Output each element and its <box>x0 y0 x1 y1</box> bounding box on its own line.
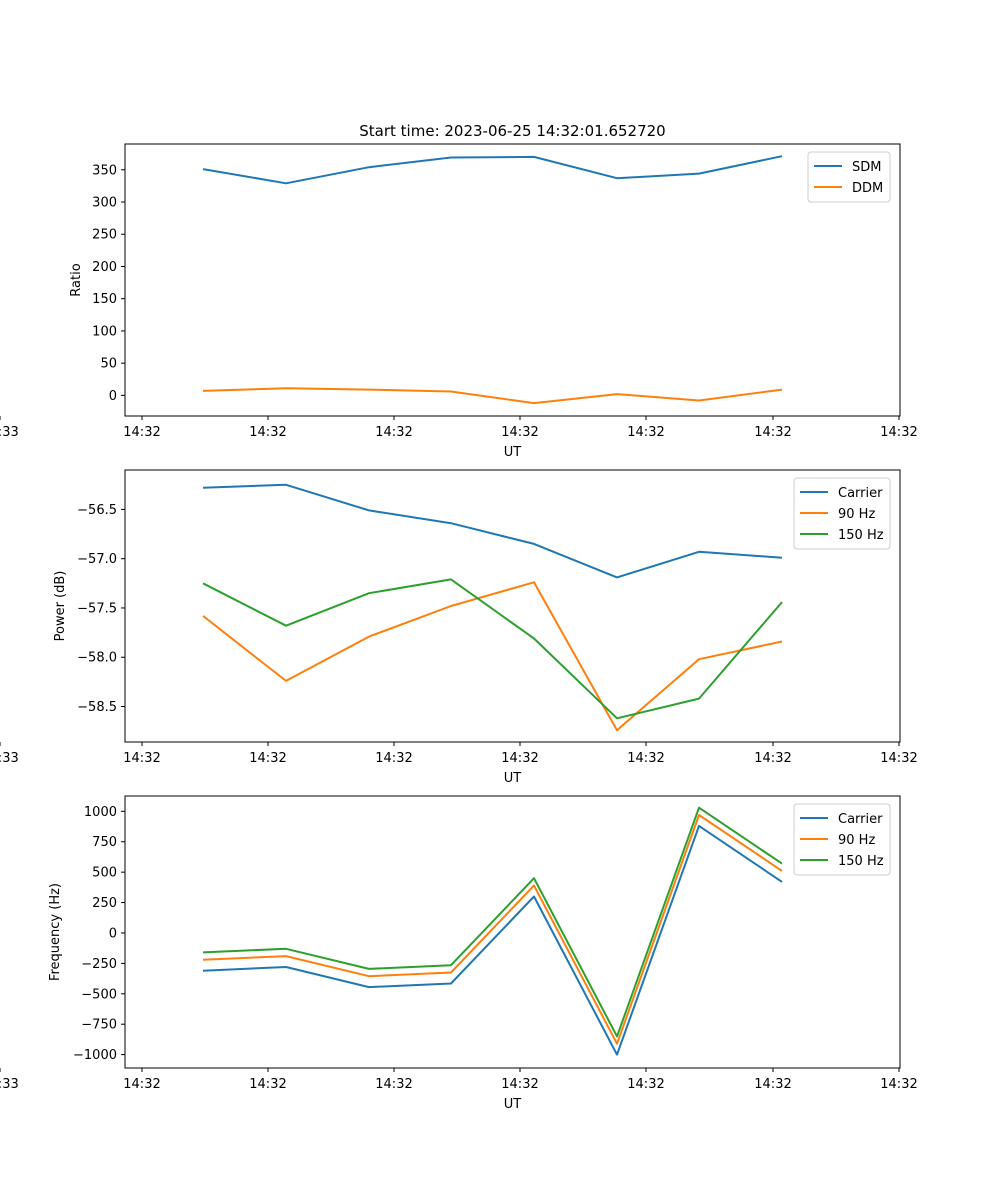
x-tick-label: 14:32 <box>754 751 791 766</box>
y-tick-label: −750 <box>81 1018 117 1033</box>
x-tick-label: 14:33 <box>0 751 19 766</box>
x-tick-label: 14:32 <box>375 425 412 440</box>
y-tick-label: 100 <box>92 324 117 339</box>
y-tick-label: 300 <box>92 196 117 211</box>
series-line-ddm <box>202 387 783 405</box>
legend-box <box>793 803 891 876</box>
series-line-carrier <box>202 824 783 1056</box>
legend-label: DDM <box>852 181 883 196</box>
y-tick-label: 0 <box>109 389 117 404</box>
x-tick-label: 14:32 <box>880 425 917 440</box>
y-tick-label: −58.5 <box>77 700 117 715</box>
legend-label: Carrier <box>838 812 883 827</box>
x-tick-label: 14:32 <box>501 425 538 440</box>
chart-panel-2: −56.5 −57.0 −57.5 −58.0 −58.5 14:32 14:32 14:32… <box>0 469 918 786</box>
legend-label: 150 Hz <box>838 854 884 869</box>
y-tick-label: 50 <box>100 357 117 372</box>
y-tick-label: −500 <box>81 987 117 1002</box>
series-line-150-hz <box>202 578 783 720</box>
legend: SDM DDM <box>807 151 891 203</box>
y-tick-label: 750 <box>92 835 117 850</box>
x-tick-label: 14:32 <box>123 1077 160 1092</box>
x-tick-label: 14:32 <box>375 1077 412 1092</box>
x-tick-label: 14:32 <box>249 751 286 766</box>
series-line-90-hz <box>202 581 783 732</box>
y-tick-label: 250 <box>92 228 117 243</box>
x-tick-label: 14:32 <box>754 425 791 440</box>
y-tick-label: −58.0 <box>77 651 117 666</box>
legend: Carrier 90 Hz 150 Hz <box>793 477 891 550</box>
x-tick-label: 14:32 <box>754 1077 791 1092</box>
x-axis-label: UT <box>504 771 522 786</box>
series-line-150-hz <box>202 806 783 1038</box>
y-tick-label: −1000 <box>73 1048 117 1063</box>
x-tick-label: 14:32 <box>249 425 286 440</box>
series-line-carrier <box>202 483 783 579</box>
y-axis-label: Power (dB) <box>53 571 68 642</box>
x-tick-label: 14:32 <box>627 1077 664 1092</box>
x-tick-label: 14:33 <box>0 425 19 440</box>
legend-box <box>807 151 891 203</box>
legend: Carrier 90 Hz 150 Hz <box>793 803 891 876</box>
x-tick-label: 14:32 <box>123 751 160 766</box>
x-tick-label: 14:32 <box>880 1077 917 1092</box>
x-tick-label: 14:32 <box>501 1077 538 1092</box>
axes-frame <box>124 795 901 1069</box>
legend-label: 150 Hz <box>838 528 884 543</box>
y-axis-label: Ratio <box>69 263 84 296</box>
y-tick-label: 150 <box>92 292 117 307</box>
y-tick-label: −57.5 <box>77 601 117 616</box>
x-tick-label: 14:33 <box>0 1077 19 1092</box>
x-tick-label: 14:32 <box>375 751 412 766</box>
x-tick-label: 14:32 <box>249 1077 286 1092</box>
x-axis-label: UT <box>504 1097 522 1112</box>
x-tick-label: 14:32 <box>627 751 664 766</box>
y-tick-label: 250 <box>92 896 117 911</box>
y-tick-label: 200 <box>92 260 117 275</box>
x-axis-label: UT <box>504 445 522 460</box>
y-tick-label: 500 <box>92 866 117 881</box>
y-tick-label: −56.5 <box>77 503 117 518</box>
legend-box <box>793 477 891 550</box>
legend-label: 90 Hz <box>838 833 875 848</box>
y-tick-label: 1000 <box>84 805 117 820</box>
series-line-90-hz <box>202 814 783 1045</box>
x-tick-label: 14:32 <box>627 425 664 440</box>
y-tick-label: 350 <box>92 163 117 178</box>
legend-label: 90 Hz <box>838 507 875 522</box>
y-tick-label: 0 <box>109 926 117 941</box>
axes-frame <box>124 143 901 417</box>
legend-label: SDM <box>852 160 881 175</box>
y-tick-label: −57.0 <box>77 552 117 567</box>
legend-label: Carrier <box>838 486 883 501</box>
x-tick-label: 14:32 <box>123 425 160 440</box>
figure-title: Start time: 2023-06-25 14:32:01.652720 <box>359 122 665 140</box>
chart-panel-1: 0 50 100 150 200 250 300 350 14:32 14:32 14:32 14:3… <box>0 143 918 460</box>
axes-frame <box>124 469 901 743</box>
x-tick-label: 14:32 <box>880 751 917 766</box>
series-line-sdm <box>202 155 783 185</box>
y-tick-label: −250 <box>81 957 117 972</box>
y-axis-label: Frequency (Hz) <box>48 883 63 981</box>
chart-panel-3: 1000 750 500 250 0 −250 −500 −750 −1000 14:32 14:3… <box>0 795 918 1112</box>
x-tick-label: 14:32 <box>501 751 538 766</box>
